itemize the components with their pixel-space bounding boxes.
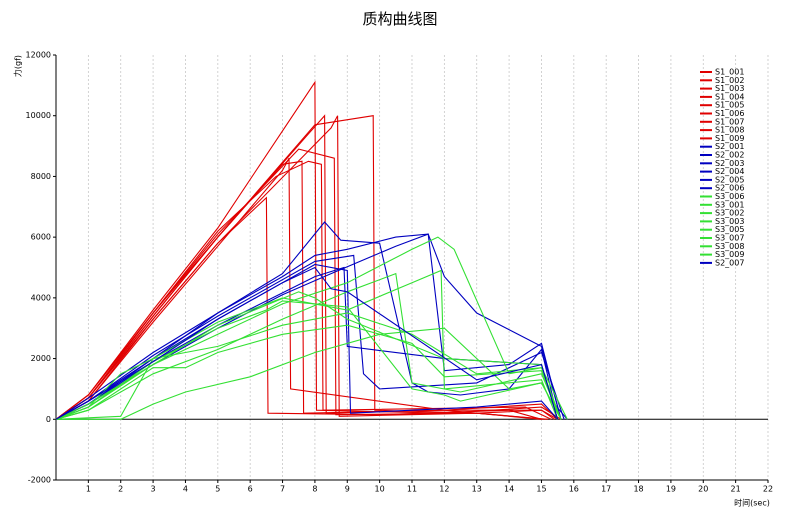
legend-label: S3_002 xyxy=(715,209,744,218)
data-line xyxy=(55,80,562,420)
x-tick-label: 15 xyxy=(536,485,546,494)
x-tick-label: 3 xyxy=(151,485,156,494)
y-tick-label: 12000 xyxy=(26,51,51,60)
legend-label: S1_008 xyxy=(715,126,744,135)
legend-label: S1_005 xyxy=(715,101,744,110)
data-line xyxy=(55,157,545,420)
legend-label: S1_001 xyxy=(715,68,744,77)
legend-label: S3_005 xyxy=(715,225,744,234)
x-tick-label: 19 xyxy=(666,485,676,494)
x-tick-label: 11 xyxy=(407,485,417,494)
y-tick-label: 10000 xyxy=(26,111,51,120)
y-tick-label: 4000 xyxy=(31,293,51,302)
legend-label: S2_004 xyxy=(715,167,744,176)
data-line xyxy=(56,327,562,420)
legend-label: S2_001 xyxy=(715,142,744,151)
legend-label: S1_003 xyxy=(715,84,744,93)
x-tick-label: 4 xyxy=(183,485,188,494)
legend-label: S1_006 xyxy=(715,109,744,118)
data-line xyxy=(55,291,559,420)
legend-label: S3_001 xyxy=(715,200,744,209)
data-line xyxy=(55,221,568,420)
x-tick-label: 22 xyxy=(763,485,773,494)
data-line xyxy=(55,196,542,420)
x-tick-label: 2 xyxy=(118,485,123,494)
x-tick-label: 21 xyxy=(731,485,741,494)
y-axis-label: 力(gf) xyxy=(13,55,23,77)
chart-title: 质构曲线图 xyxy=(362,10,437,28)
x-tick-label: 7 xyxy=(280,485,285,494)
data-line xyxy=(55,254,565,420)
x-tick-label: 13 xyxy=(472,485,482,494)
legend-label: S2_006 xyxy=(715,184,744,193)
x-tick-label: 8 xyxy=(312,485,317,494)
x-tick-label: 6 xyxy=(248,485,253,494)
data-line xyxy=(55,269,559,420)
x-tick-label: 9 xyxy=(345,485,350,494)
x-axis-label: 时间(sec) xyxy=(734,498,770,508)
x-tick-label: 17 xyxy=(601,485,611,494)
legend-label: S3_006 xyxy=(715,192,744,201)
data-line xyxy=(55,266,559,420)
legend-label: S2_003 xyxy=(715,159,744,168)
y-tick-label: 0 xyxy=(46,415,51,424)
y-tick-label: 8000 xyxy=(31,172,51,181)
x-tick-label: 10 xyxy=(375,485,385,494)
legend-label: S3_003 xyxy=(715,217,744,226)
x-tick-label: 1 xyxy=(86,485,91,494)
data-line xyxy=(55,115,542,420)
legend-label: S2_005 xyxy=(715,175,744,184)
legend-label: S2_007 xyxy=(715,258,744,267)
x-tick-label: 5 xyxy=(215,485,220,494)
x-tick-label: 14 xyxy=(504,485,514,494)
legend-label: S3_008 xyxy=(715,242,744,251)
data-line xyxy=(55,263,559,420)
x-tick-label: 18 xyxy=(633,485,643,494)
x-tick-label: 20 xyxy=(698,485,708,494)
y-tick-label: -2000 xyxy=(28,476,51,485)
legend-label: S2_002 xyxy=(715,151,744,160)
legend-label: S1_009 xyxy=(715,134,744,143)
legend-label: S1_002 xyxy=(715,76,744,85)
data-line xyxy=(55,160,552,420)
y-tick-label: 6000 xyxy=(31,233,51,242)
legend-label: S1_004 xyxy=(715,92,744,101)
x-tick-label: 12 xyxy=(439,485,449,494)
legend-label: S3_009 xyxy=(715,250,744,259)
legend-label: S1_007 xyxy=(715,117,744,126)
x-tick-label: 16 xyxy=(569,485,579,494)
y-tick-label: 2000 xyxy=(31,354,51,363)
data-line xyxy=(55,324,562,420)
legend-label: S3_007 xyxy=(715,234,744,243)
data-line xyxy=(55,312,562,420)
